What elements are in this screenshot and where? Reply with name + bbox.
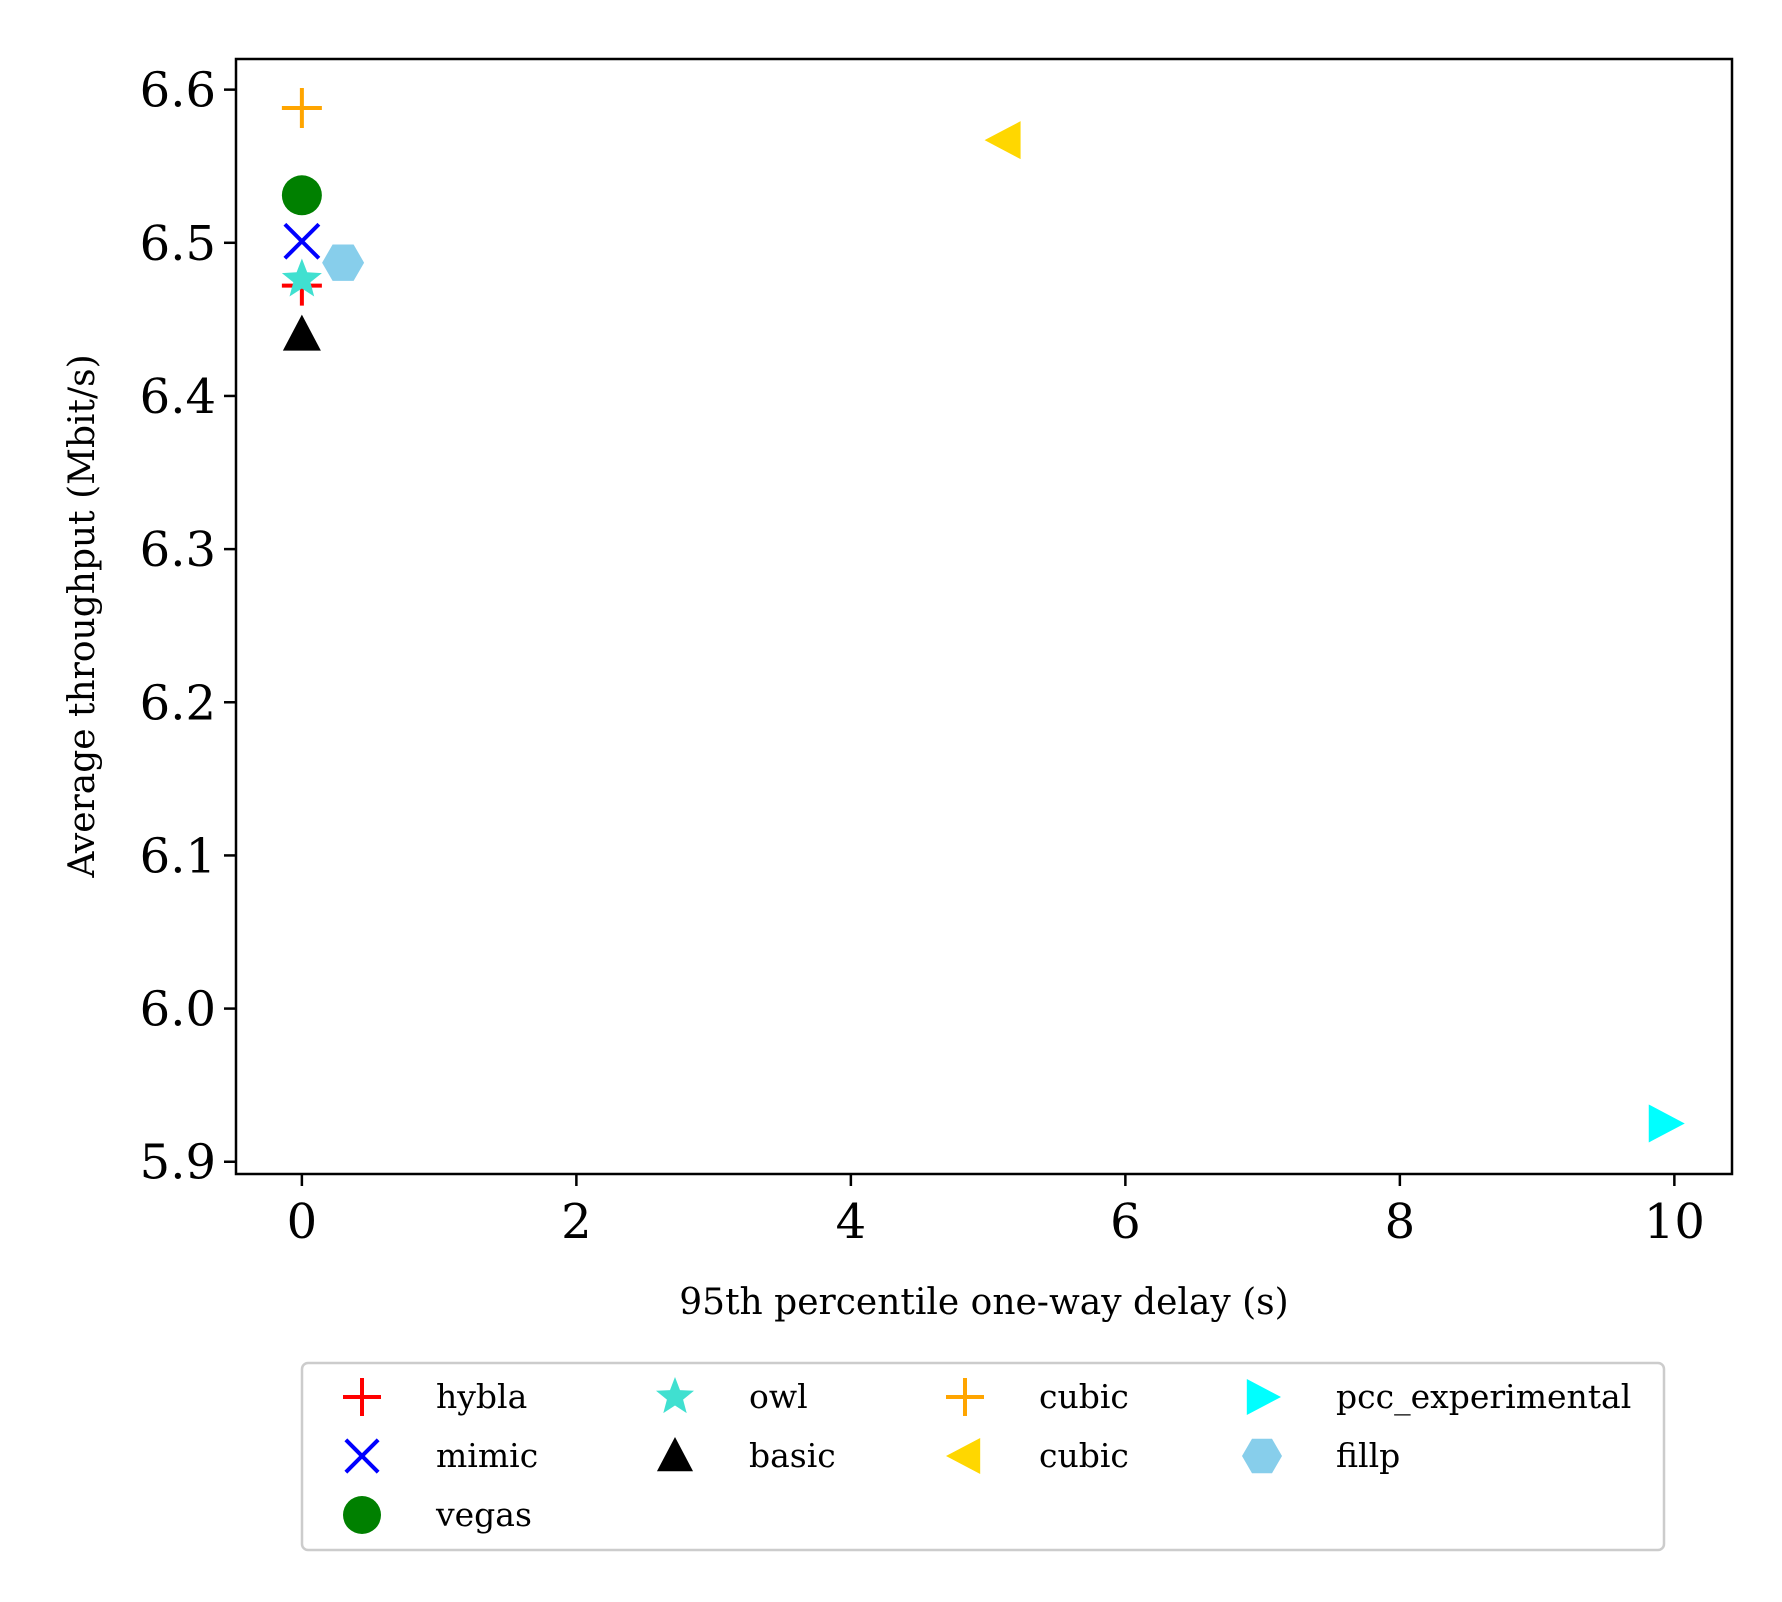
y-tick-label: 6.0 [140, 982, 216, 1038]
data-point [281, 88, 322, 129]
legend-label: pcc_experimental [1336, 1377, 1631, 1417]
plot-area [281, 88, 1685, 1143]
legend-label: fillp [1336, 1436, 1400, 1475]
legend-marker [946, 1378, 984, 1416]
x-axis-title: 95th percentile one-way delay (s) [679, 1282, 1288, 1323]
legend-frame [300, 1361, 1666, 1552]
legend-marker [656, 1377, 694, 1414]
y-tick-label: 5.9 [140, 1135, 216, 1191]
legend-label: vegas [435, 1495, 532, 1534]
legend-item: pcc_experimental [1246, 1377, 1631, 1417]
y-tick-label: 6.5 [140, 216, 216, 272]
legend-label: owl [749, 1377, 808, 1416]
y-tick-label: 6.6 [140, 63, 216, 119]
legend-item: cubic [946, 1377, 1129, 1416]
y-axis-title: Average throughput (Mbit/s) [62, 354, 103, 878]
data-point [984, 121, 1021, 160]
legend-label: cubic [1039, 1436, 1129, 1475]
x-tick-label: 2 [561, 1194, 592, 1250]
legend-item: cubic [946, 1436, 1129, 1475]
data-point [1648, 1104, 1685, 1143]
x-tick-label: 4 [836, 1194, 867, 1250]
legend-item: mimic [344, 1436, 538, 1475]
legend-item: hybla [343, 1377, 527, 1416]
y-tick-label: 6.4 [140, 369, 216, 425]
legend: hybla mimic vegas owl basic cubic cubic pcc_exp… [300, 1361, 1666, 1552]
x-tick-label: 10 [1644, 1194, 1705, 1250]
x-tick-label: 0 [287, 1194, 318, 1250]
legend-label: basic [749, 1436, 836, 1475]
legend-marker [656, 1437, 694, 1472]
plot-frame [234, 57, 1734, 1176]
data-point [283, 222, 321, 260]
legend-item: fillp [1242, 1436, 1400, 1475]
y-tick-label: 6.3 [140, 522, 216, 578]
data-point [322, 244, 365, 281]
legend-marker [1242, 1438, 1282, 1474]
legend-item: basic [656, 1436, 836, 1475]
x-tick-label: 6 [1110, 1194, 1141, 1250]
legend-marker [343, 1378, 381, 1416]
legend-item: vegas [343, 1495, 532, 1534]
legend-marker [946, 1437, 981, 1475]
legend-marker [344, 1438, 380, 1474]
legend-marker [343, 1496, 381, 1534]
x-tick-label: 8 [1385, 1194, 1416, 1250]
y-axis: 5.9 6.0 6.1 6.2 6.3 6.4 6.5 6.6 [140, 63, 236, 1191]
y-tick-label: 6.2 [140, 675, 216, 731]
legend-label: mimic [436, 1436, 538, 1475]
legend-label: hybla [436, 1377, 527, 1416]
y-tick-label: 6.1 [140, 828, 216, 884]
legend-label: cubic [1039, 1377, 1129, 1416]
legend-marker [1246, 1378, 1281, 1416]
x-axis: 0 2 4 6 8 10 [287, 1174, 1705, 1250]
legend-item: owl [656, 1377, 808, 1416]
data-point [282, 314, 321, 351]
data-point [281, 258, 322, 297]
data-point [281, 175, 322, 216]
